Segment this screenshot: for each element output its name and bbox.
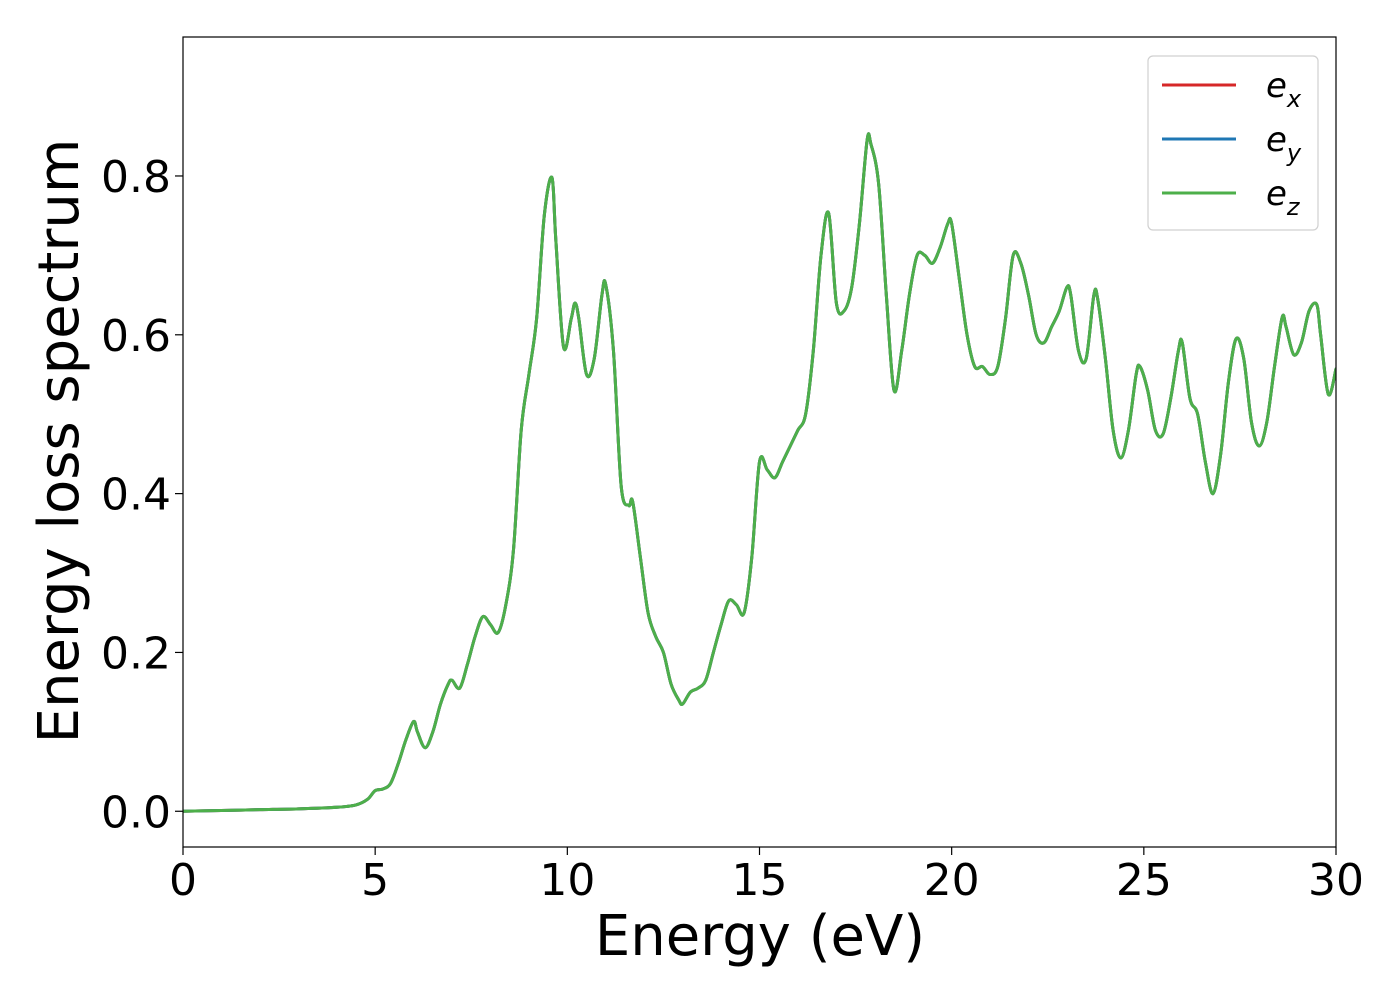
x-tick-label: 25 bbox=[1116, 855, 1172, 906]
y-tick-label: 0.0 bbox=[101, 787, 171, 838]
y-tick-label: 0.6 bbox=[101, 311, 171, 362]
x-tick-label: 5 bbox=[361, 855, 389, 906]
y-tick-label: 0.2 bbox=[101, 628, 171, 679]
legend-box bbox=[1147, 55, 1319, 231]
x-tick-label: 30 bbox=[1308, 855, 1364, 906]
legend: ex ey ez bbox=[1147, 55, 1319, 231]
legend-label-e-x: ex bbox=[1266, 66, 1302, 113]
y-tick-label: 0.8 bbox=[101, 152, 171, 203]
x-tick-label: 10 bbox=[539, 855, 595, 906]
x-tick-label: 15 bbox=[732, 855, 788, 906]
series-line-e-z bbox=[183, 132, 1336, 813]
legend-label-e-y: ey bbox=[1266, 120, 1302, 167]
y-axis-label: Energy loss spectrum bbox=[27, 139, 92, 744]
y-tick-label: 0.4 bbox=[101, 470, 171, 521]
legend-label-e-z: ez bbox=[1266, 174, 1301, 221]
plot-area bbox=[183, 132, 1336, 813]
x-tick-label: 20 bbox=[924, 855, 980, 906]
x-axis-label: Energy (eV) bbox=[595, 904, 925, 969]
x-tick-label: 0 bbox=[169, 855, 197, 906]
axes: 0 5 10 15 20 25 30 0.0 0.2 0.4 0.6 0.8 bbox=[101, 36, 1364, 906]
